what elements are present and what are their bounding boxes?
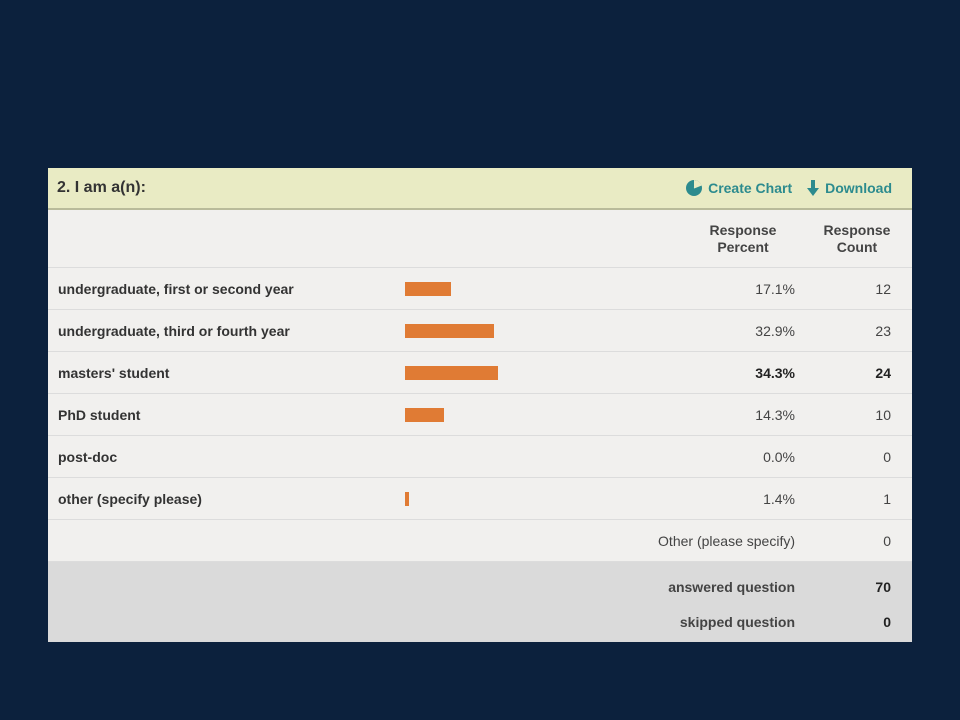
question-actions: Create Chart Download [685, 179, 892, 197]
response-bar-track [405, 491, 835, 506]
response-percent: 14.3% [755, 406, 795, 423]
response-bar [405, 281, 451, 296]
response-bar [405, 407, 444, 422]
answered-label: answered question [668, 579, 795, 595]
response-row: other (specify please) 1.4% 1 [48, 478, 912, 520]
response-percent: 1.4% [763, 490, 795, 507]
download-label: Download [825, 180, 892, 196]
response-count-header: Response Count [823, 221, 891, 255]
response-count: 12 [875, 280, 891, 297]
response-label: PhD student [58, 406, 141, 423]
response-percent: 32.9% [755, 322, 795, 339]
response-row: undergraduate, third or fourth year 32.9%… [48, 310, 912, 352]
response-percent: 17.1% [755, 280, 795, 297]
response-bar-track [405, 365, 835, 380]
other-specify-label[interactable]: Other (please specify) [658, 532, 795, 549]
column-headers: Response Percent Response Count [48, 210, 912, 268]
skipped-label: skipped question [679, 614, 795, 630]
response-bar [405, 323, 494, 338]
other-specify-count: 0 [883, 532, 891, 549]
response-bar [405, 365, 498, 380]
response-percent: 0.0% [763, 448, 795, 465]
response-label: masters' student [58, 364, 170, 381]
response-count: 23 [875, 322, 891, 339]
download-arrow-icon [807, 180, 820, 196]
create-chart-button[interactable]: Create Chart [685, 179, 792, 197]
summary-section: answered question 70 skipped question 0 [48, 562, 912, 642]
response-label: post-doc [58, 448, 118, 465]
other-specify-row[interactable]: Other (please specify) 0 [48, 520, 912, 562]
response-count: 1 [883, 490, 891, 507]
response-rows: undergraduate, first or second year 17.1%… [48, 268, 912, 520]
survey-question-panel: 2. I am a(n): Create Chart Download [48, 168, 912, 642]
question-title: 2. I am a(n): [57, 179, 146, 196]
response-count: 10 [875, 406, 891, 423]
response-row: masters' student 34.3% 24 [48, 352, 912, 394]
response-bar-track [405, 407, 835, 422]
response-count: 0 [883, 448, 891, 465]
response-bar [405, 491, 409, 506]
download-button[interactable]: Download [806, 179, 892, 197]
question-header: 2. I am a(n): Create Chart Download [48, 168, 912, 210]
response-label: undergraduate, first or second year [58, 280, 294, 297]
pie-chart-icon [686, 179, 703, 196]
response-bar-track [405, 323, 835, 338]
response-percent-header: Response Percent [709, 221, 777, 255]
response-row: undergraduate, first or second year 17.1%… [48, 268, 912, 310]
response-row: PhD student 14.3% 10 [48, 394, 912, 436]
create-chart-label: Create Chart [708, 180, 793, 196]
response-count: 24 [875, 364, 891, 381]
response-row: post-doc 0.0% 0 [48, 436, 912, 478]
response-label: undergraduate, third or fourth year [58, 322, 290, 339]
response-bar-track [405, 281, 835, 296]
skipped-value: 0 [883, 614, 891, 630]
answered-value: 70 [875, 579, 891, 595]
response-label: other (specify please) [58, 490, 202, 507]
response-percent: 34.3% [755, 364, 795, 381]
